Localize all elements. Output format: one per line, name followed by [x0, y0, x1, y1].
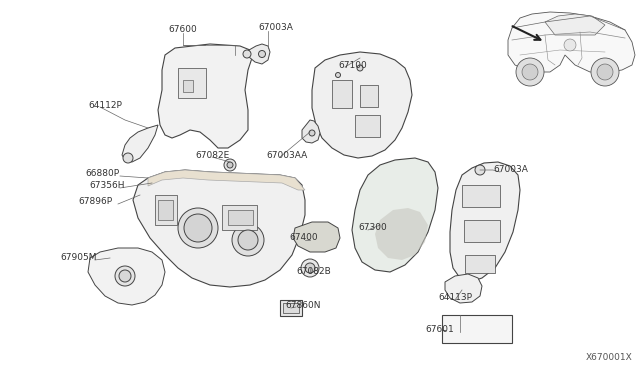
Text: 67356H: 67356H	[89, 182, 125, 190]
Text: 67860N: 67860N	[285, 301, 321, 310]
Circle shape	[224, 159, 236, 171]
Text: 67003A: 67003A	[258, 23, 293, 32]
Text: 67300: 67300	[358, 224, 387, 232]
Bar	[280, 300, 302, 316]
Text: 67082B: 67082B	[296, 266, 331, 276]
Polygon shape	[508, 12, 635, 72]
Circle shape	[591, 58, 619, 86]
Circle shape	[232, 224, 264, 256]
Circle shape	[178, 208, 218, 248]
Bar	[222, 205, 257, 230]
Bar	[465, 255, 495, 273]
Circle shape	[301, 259, 319, 277]
Polygon shape	[122, 125, 158, 162]
Circle shape	[238, 230, 258, 250]
Bar	[462, 185, 500, 207]
Circle shape	[597, 64, 613, 80]
Circle shape	[119, 270, 131, 282]
Circle shape	[184, 214, 212, 242]
Polygon shape	[148, 170, 305, 190]
Text: 67905M: 67905M	[60, 253, 97, 263]
Bar	[360, 85, 378, 107]
Circle shape	[357, 65, 363, 71]
Text: 64112P: 64112P	[88, 100, 122, 109]
Polygon shape	[312, 52, 412, 158]
Circle shape	[335, 73, 340, 77]
Polygon shape	[545, 14, 605, 35]
Bar	[178, 68, 206, 98]
Bar	[332, 80, 352, 108]
Bar	[228, 210, 253, 225]
Polygon shape	[88, 248, 165, 305]
Polygon shape	[302, 120, 320, 143]
Bar	[155, 195, 177, 225]
Circle shape	[475, 165, 485, 175]
Polygon shape	[133, 170, 305, 287]
Polygon shape	[249, 44, 270, 64]
Text: 67600: 67600	[168, 26, 197, 35]
Text: 66880P: 66880P	[85, 170, 119, 179]
Polygon shape	[375, 208, 428, 260]
Circle shape	[115, 266, 135, 286]
Circle shape	[305, 263, 315, 273]
Text: 67003A: 67003A	[493, 166, 528, 174]
Bar	[183, 80, 193, 92]
Bar	[283, 303, 299, 313]
Text: 67896P: 67896P	[78, 198, 112, 206]
Text: 67601: 67601	[426, 326, 454, 334]
Circle shape	[564, 39, 576, 51]
Bar	[158, 200, 173, 220]
Polygon shape	[293, 222, 340, 252]
Text: 64113P: 64113P	[438, 294, 472, 302]
Text: 67100: 67100	[338, 61, 367, 70]
Bar	[442, 315, 512, 343]
Polygon shape	[450, 162, 520, 282]
Text: X670001X: X670001X	[585, 353, 632, 362]
Text: 67082E: 67082E	[195, 151, 229, 160]
Circle shape	[227, 162, 233, 168]
Polygon shape	[352, 158, 438, 272]
Bar	[464, 220, 500, 242]
Circle shape	[123, 153, 133, 163]
Text: 67400: 67400	[289, 234, 317, 243]
Polygon shape	[445, 274, 482, 303]
Circle shape	[309, 130, 315, 136]
Circle shape	[516, 58, 544, 86]
Circle shape	[522, 64, 538, 80]
Text: 67003AA: 67003AA	[266, 151, 307, 160]
Circle shape	[243, 50, 251, 58]
Circle shape	[259, 51, 266, 58]
Bar	[355, 115, 380, 137]
Polygon shape	[158, 44, 252, 148]
